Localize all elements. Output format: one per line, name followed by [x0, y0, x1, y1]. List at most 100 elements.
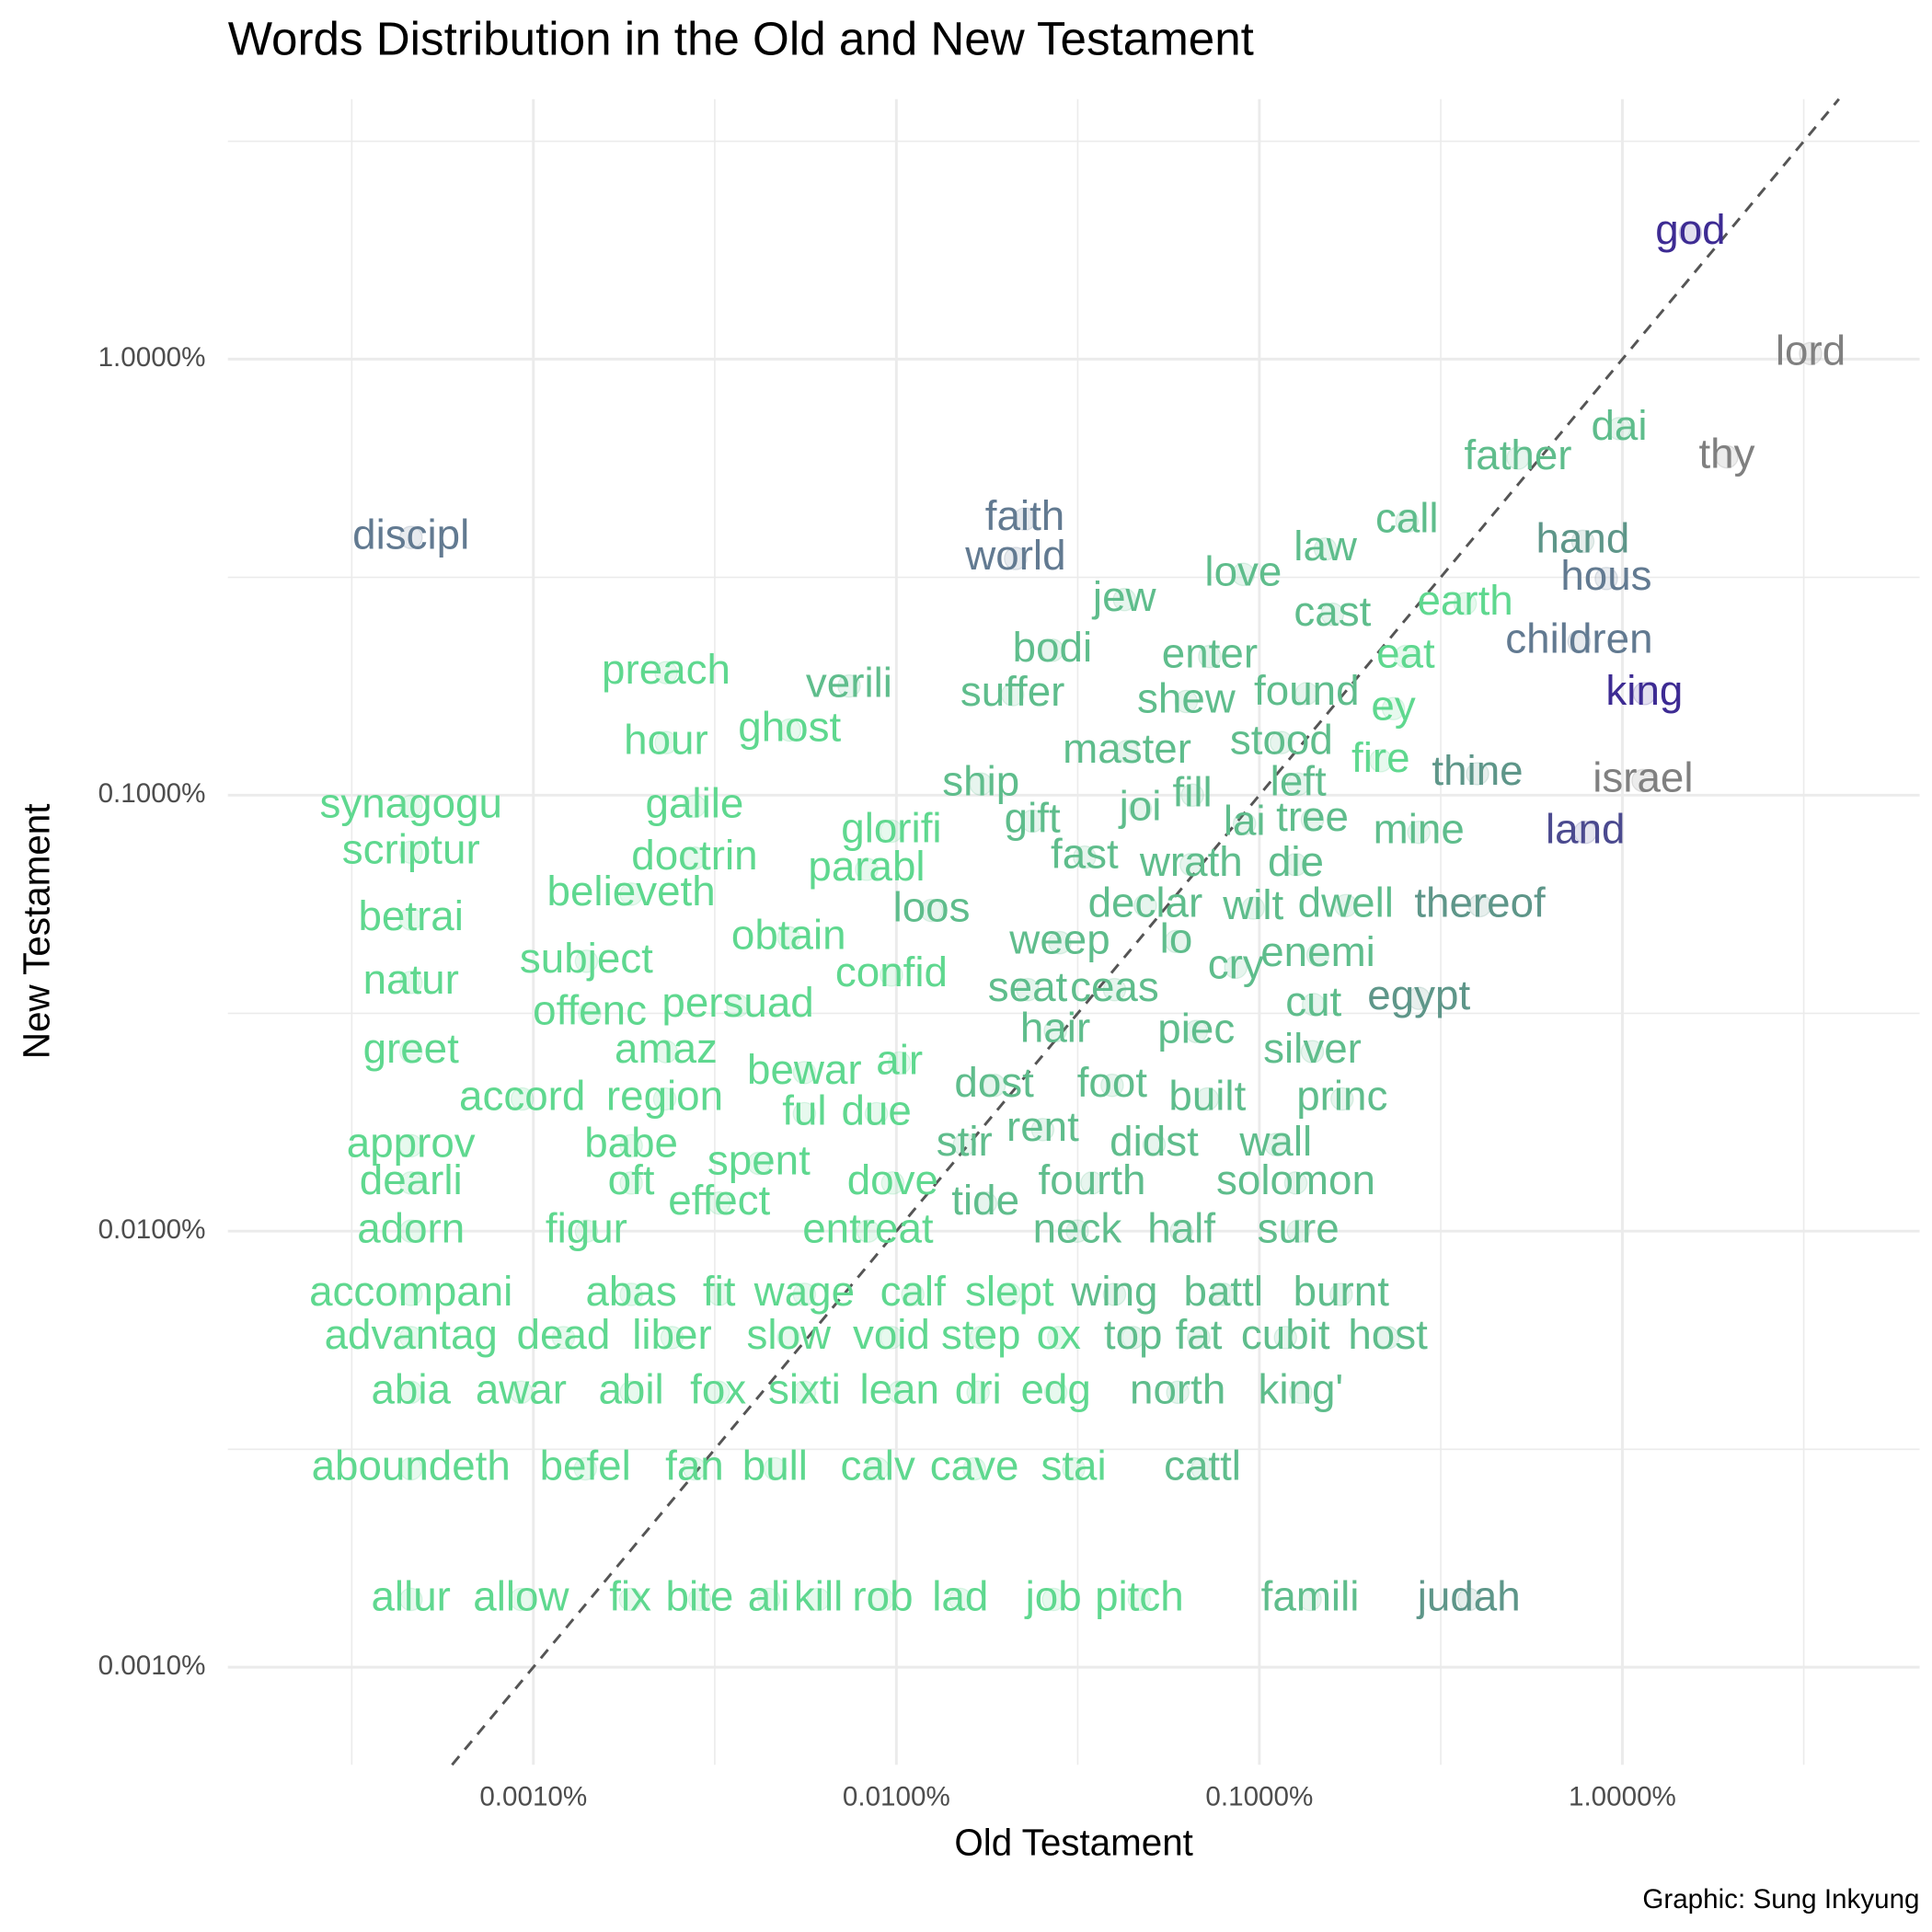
word-label: shew: [1137, 675, 1236, 722]
word-label: cubit: [1241, 1311, 1330, 1358]
word-label: host: [1348, 1311, 1428, 1358]
point: [880, 962, 903, 987]
word-label: calf: [880, 1268, 946, 1315]
word-label: babe: [584, 1119, 678, 1166]
point: [398, 1171, 423, 1195]
word-label: effect: [668, 1177, 770, 1224]
point: [1298, 1587, 1322, 1612]
point: [1112, 587, 1137, 612]
word-label: king': [1259, 1365, 1344, 1412]
word-label: seat: [988, 963, 1068, 1010]
point: [398, 794, 423, 819]
word-label: calv: [840, 1443, 914, 1489]
point: [1041, 638, 1064, 662]
point: [776, 926, 801, 950]
point: [864, 1101, 889, 1126]
point: [654, 1040, 678, 1064]
point: [706, 1380, 730, 1405]
word-label: synagogu: [319, 779, 501, 826]
point: [919, 898, 944, 923]
word-label: princ: [1296, 1073, 1387, 1120]
point: [855, 857, 879, 881]
point: [966, 1380, 991, 1405]
point: [1128, 797, 1153, 822]
word-label: kill: [794, 1573, 843, 1620]
point: [1407, 986, 1432, 1010]
word-label: pitch: [1095, 1573, 1184, 1620]
word-label: bite: [666, 1573, 734, 1620]
point: [1121, 1326, 1145, 1350]
point: [707, 1282, 731, 1306]
point: [1004, 546, 1028, 570]
point: [1300, 808, 1325, 832]
point: [398, 971, 423, 995]
point: [949, 1587, 972, 1612]
word-label: enter: [1162, 630, 1258, 677]
grid: 0.0010% 0.0100% 0.1000% 1.0000% 0.0010% 0.010…: [98, 98, 1920, 1811]
point: [1142, 1133, 1167, 1156]
point: [792, 1380, 817, 1405]
word-label: master: [1063, 725, 1191, 772]
word-label: betrai: [358, 892, 463, 939]
word-label: gift: [1005, 795, 1061, 842]
word-label: father: [1465, 431, 1572, 478]
point: [1301, 993, 1326, 1017]
point: [578, 1001, 602, 1026]
point: [619, 1380, 643, 1405]
word-label: edg: [1020, 1365, 1090, 1412]
word-label: rob: [852, 1573, 913, 1620]
word-label: faith: [985, 492, 1064, 539]
point: [1381, 696, 1406, 720]
point: [880, 1171, 905, 1195]
point: [1289, 1380, 1313, 1405]
point: [398, 1282, 423, 1306]
word-label: wrath: [1139, 838, 1243, 885]
point: [856, 1219, 880, 1243]
word-label: discipl: [352, 511, 469, 558]
point: [756, 1587, 781, 1612]
point: [1184, 1019, 1209, 1044]
word-label: sixti: [768, 1365, 841, 1412]
point: [1179, 852, 1203, 877]
word-label: burnt: [1294, 1268, 1390, 1315]
point: [551, 1326, 576, 1350]
word-label: abia: [371, 1365, 451, 1412]
word-label: foot: [1077, 1059, 1148, 1106]
word-label: slow: [746, 1311, 831, 1358]
word-label: built: [1168, 1073, 1246, 1120]
point: [1570, 529, 1595, 554]
point: [398, 1040, 423, 1064]
word-label: sure: [1258, 1204, 1340, 1251]
point: [1043, 1018, 1067, 1043]
word-label: half: [1147, 1204, 1215, 1251]
word-label: dai: [1591, 402, 1647, 449]
point: [969, 772, 994, 797]
point: [1211, 1282, 1236, 1306]
point: [1080, 1171, 1104, 1195]
point: [1166, 1380, 1190, 1405]
y-tick-label: 1.0000%: [98, 342, 206, 373]
identity-line: [451, 98, 1840, 1766]
point: [398, 907, 423, 931]
point: [654, 730, 678, 754]
word-label: lean: [859, 1365, 939, 1412]
word-label: step: [941, 1311, 1020, 1358]
word-label: doctrin: [631, 832, 757, 879]
point: [1330, 1087, 1354, 1111]
point: [763, 1456, 788, 1481]
word-label: allur: [371, 1573, 450, 1620]
word-label: declar: [1088, 879, 1203, 926]
point: [1632, 682, 1657, 706]
word-label: obtain: [731, 911, 846, 958]
point: [1164, 929, 1189, 954]
word-label: suffer: [960, 668, 1065, 715]
point: [1231, 562, 1256, 587]
word-label: offenc: [533, 986, 647, 1033]
point: [619, 1133, 643, 1158]
word-label: ey: [1371, 682, 1415, 729]
word-label: die: [1268, 838, 1324, 885]
point: [573, 1456, 597, 1481]
point: [1607, 417, 1631, 441]
point: [952, 1133, 977, 1156]
